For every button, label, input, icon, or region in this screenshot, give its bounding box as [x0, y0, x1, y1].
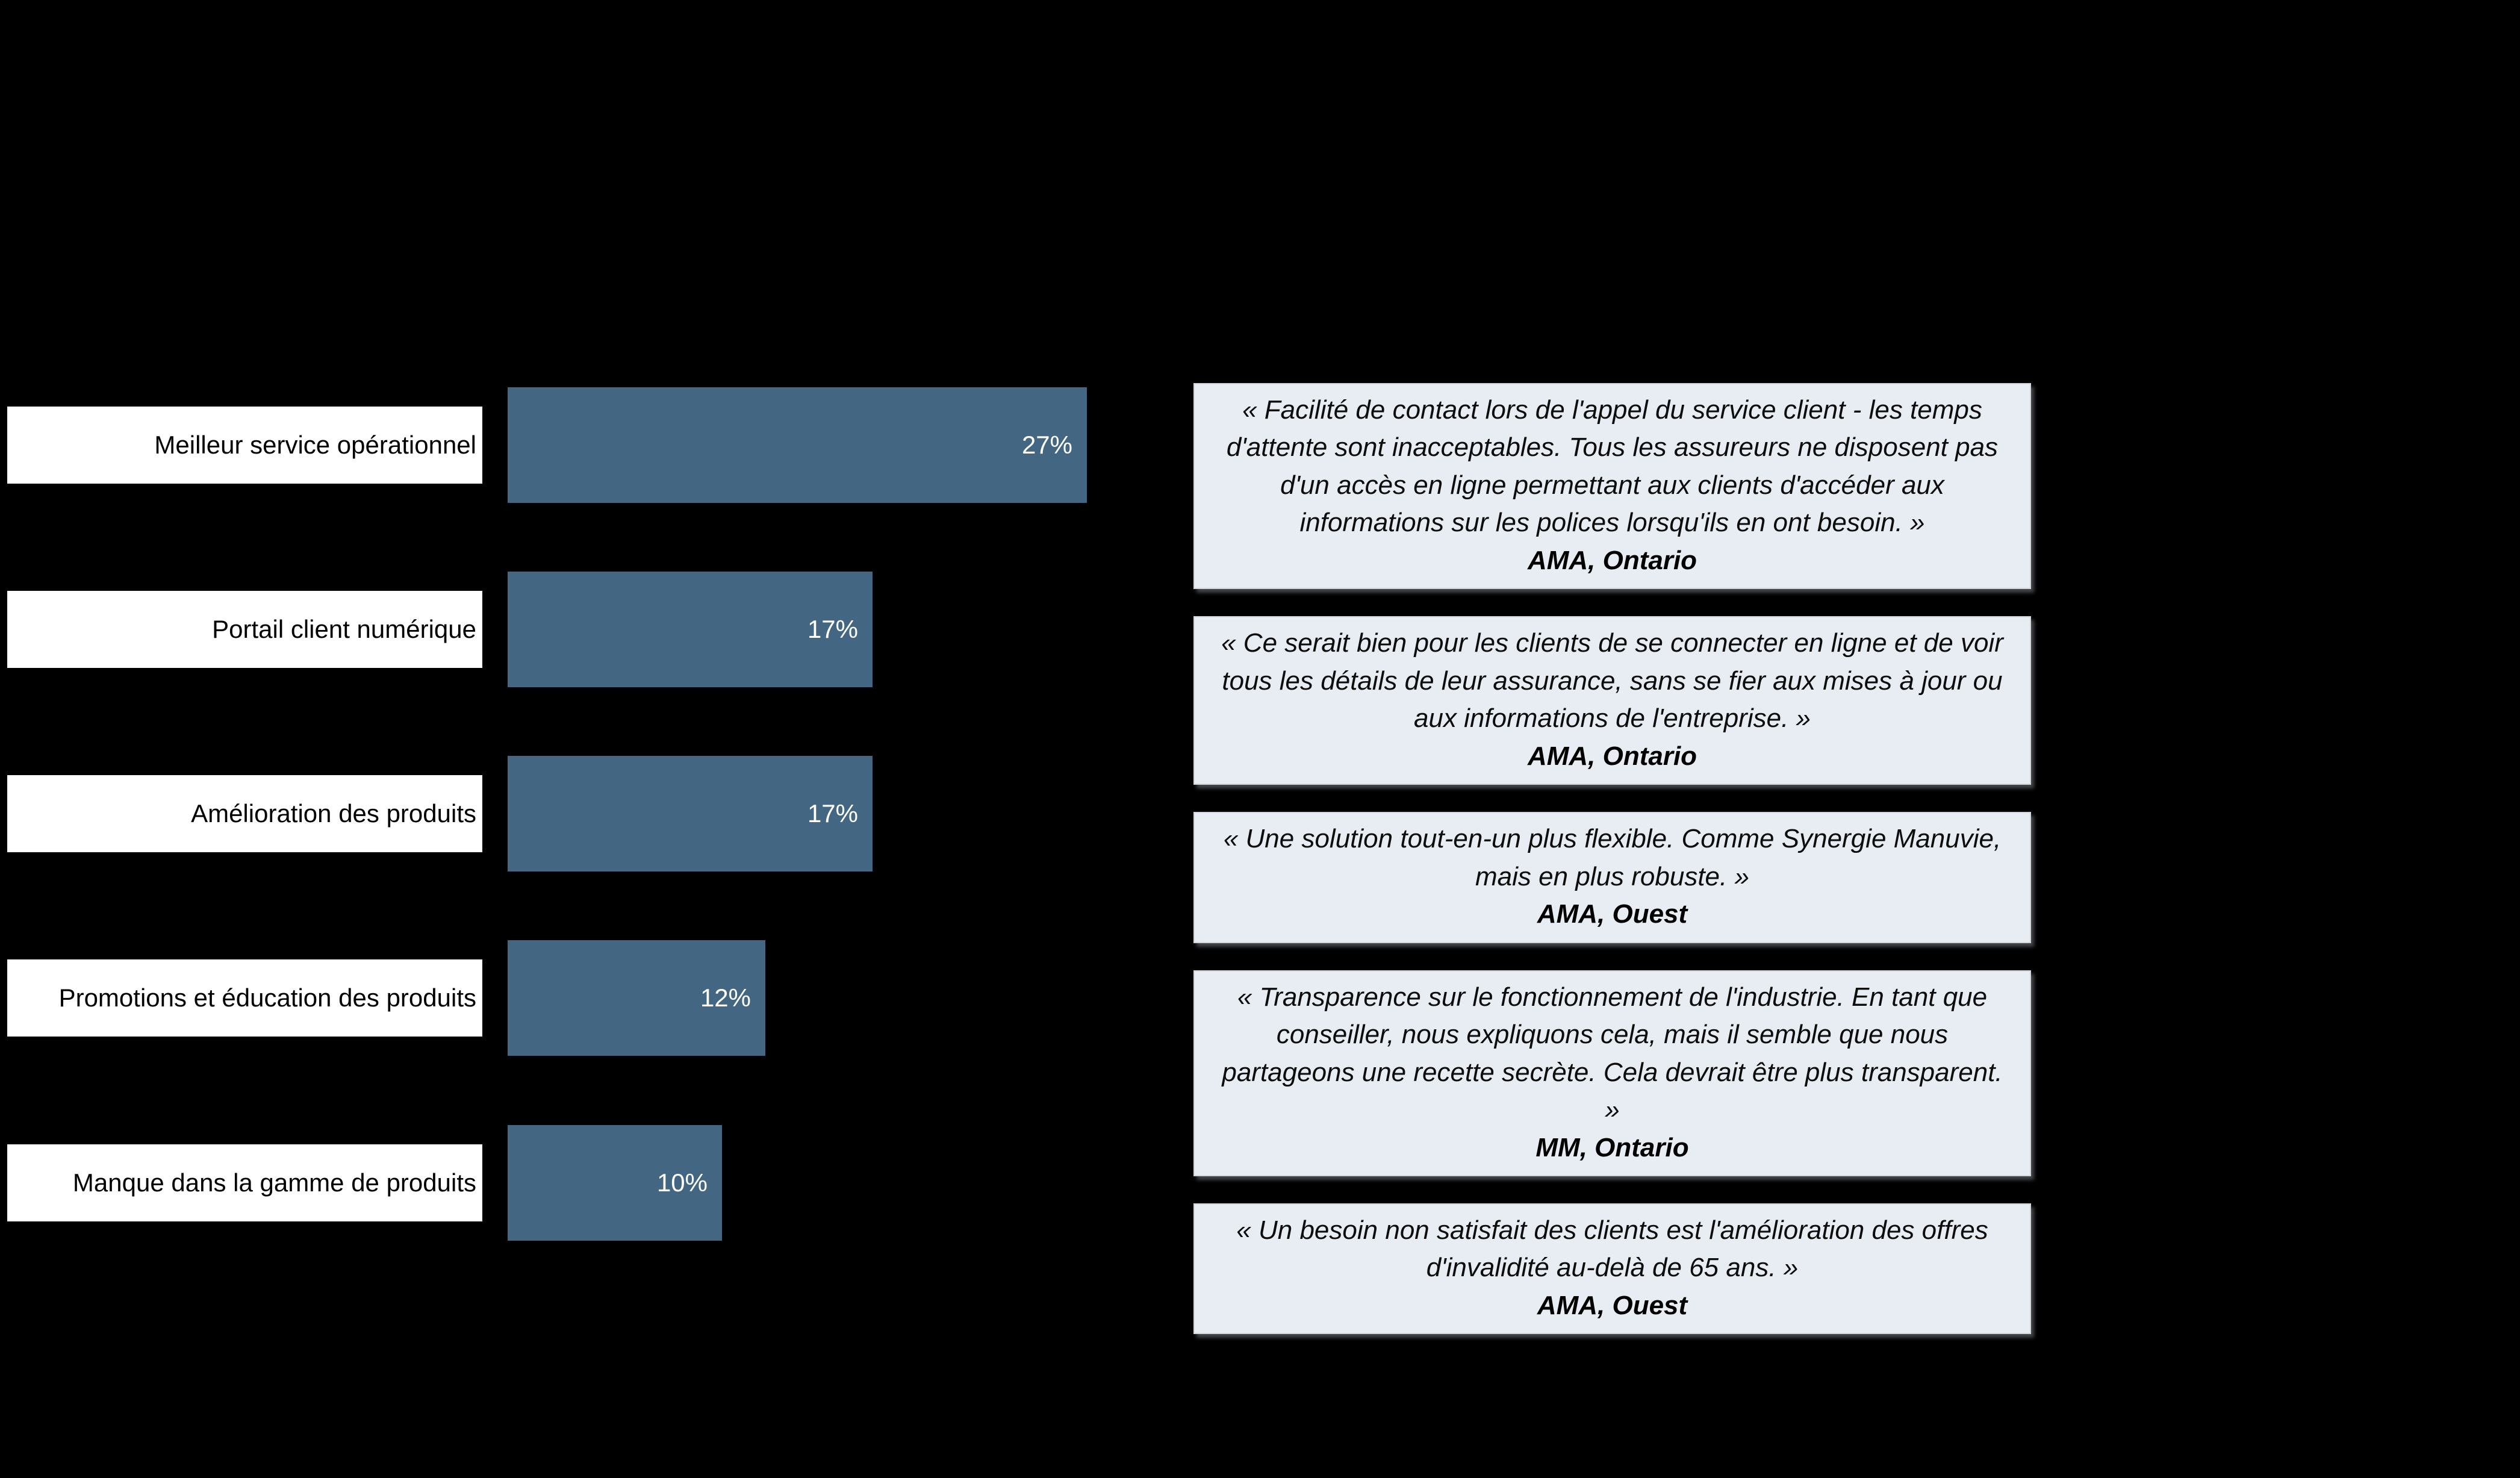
bar: 27% [508, 387, 1087, 503]
category-label-box: Meilleur service opérationnel [7, 407, 482, 484]
quote-attribution: AMA, Ouest [1537, 1290, 1688, 1320]
bar-value-label: 27% [1021, 431, 1072, 459]
bar: 10% [508, 1125, 722, 1241]
quote-box: « Facilité de contact lors de l'appel du… [1193, 383, 2031, 590]
category-label: Amélioration des produits [191, 799, 476, 828]
category-label: Promotions et éducation des produits [58, 983, 476, 1012]
quote-box: « Ce serait bien pour les clients de se … [1193, 616, 2031, 785]
bar-row: Meilleur service opérationnel 27% [0, 387, 2520, 503]
bar: 17% [508, 572, 873, 687]
category-label-box: Manque dans la gamme de produits [7, 1144, 482, 1221]
category-label: Portail client numérique [212, 614, 476, 643]
quote-text: « Facilité de contact lors de l'appel du… [1226, 395, 1999, 538]
quote-text: « Un besoin non satisfait des clients es… [1236, 1215, 1988, 1283]
bar: 17% [508, 756, 873, 872]
bar-value-label: 10% [656, 1168, 708, 1197]
quote-box: « Un besoin non satisfait des clients es… [1193, 1203, 2031, 1335]
quote-attribution: AMA, Ontario [1527, 741, 1697, 771]
quote-attribution: AMA, Ontario [1527, 545, 1697, 575]
bar-row: Manque dans la gamme de produits 10% [0, 1125, 2520, 1241]
quote-attribution: AMA, Ouest [1537, 899, 1688, 929]
bar-row: Promotions et éducation des produits 12% [0, 940, 2520, 1056]
category-label: Meilleur service opérationnel [154, 430, 476, 459]
bar-value-label: 12% [700, 984, 751, 1012]
quote-text: « Une solution tout-en-un plus flexible.… [1223, 824, 2002, 891]
category-label-box: Portail client numérique [7, 591, 482, 668]
category-label-box: Amélioration des produits [7, 775, 482, 852]
category-label: Manque dans la gamme de produits [72, 1168, 476, 1197]
bar: 12% [508, 940, 765, 1056]
quote-column: « Facilité de contact lors de l'appel du… [1193, 383, 2031, 1335]
bar-row: Amélioration des produits 17% [0, 756, 2520, 872]
bar-value-label: 17% [807, 799, 858, 828]
category-label-box: Promotions et éducation des produits [7, 959, 482, 1037]
quote-box: « Transparence sur le fonctionnement de … [1193, 970, 2031, 1176]
quote-box: « Une solution tout-en-un plus flexible.… [1193, 812, 2031, 943]
bar-row: Portail client numérique 17% [0, 572, 2520, 687]
bar-value-label: 17% [807, 615, 858, 643]
quote-attribution: MM, Ontario [1535, 1132, 1689, 1162]
quote-text: « Transparence sur le fonctionnement de … [1222, 982, 2003, 1125]
quote-text: « Ce serait bien pour les clients de se … [1221, 628, 2003, 734]
